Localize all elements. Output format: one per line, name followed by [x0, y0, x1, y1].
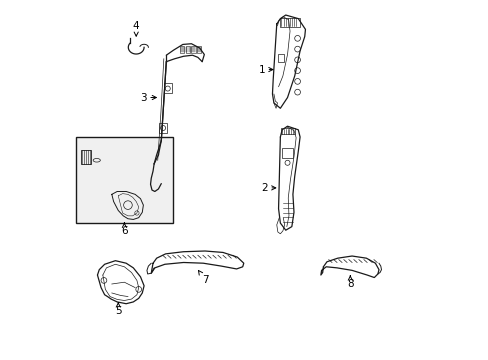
Bar — [163, 83, 171, 93]
Bar — [159, 123, 167, 133]
Bar — [185, 46, 190, 53]
Text: 7: 7 — [198, 270, 208, 285]
Text: 8: 8 — [346, 276, 353, 289]
Bar — [197, 46, 201, 53]
Text: 4: 4 — [133, 21, 139, 36]
Bar — [281, 129, 294, 134]
Bar — [277, 54, 284, 62]
Text: 2: 2 — [261, 183, 275, 193]
Text: 1: 1 — [258, 64, 272, 75]
Bar — [280, 18, 300, 27]
Bar — [191, 46, 195, 53]
Bar — [76, 137, 172, 223]
Bar — [180, 46, 184, 53]
Text: 3: 3 — [140, 93, 156, 103]
Text: 6: 6 — [121, 223, 127, 236]
Bar — [282, 148, 292, 158]
Text: 5: 5 — [115, 303, 122, 316]
Bar — [81, 149, 91, 164]
